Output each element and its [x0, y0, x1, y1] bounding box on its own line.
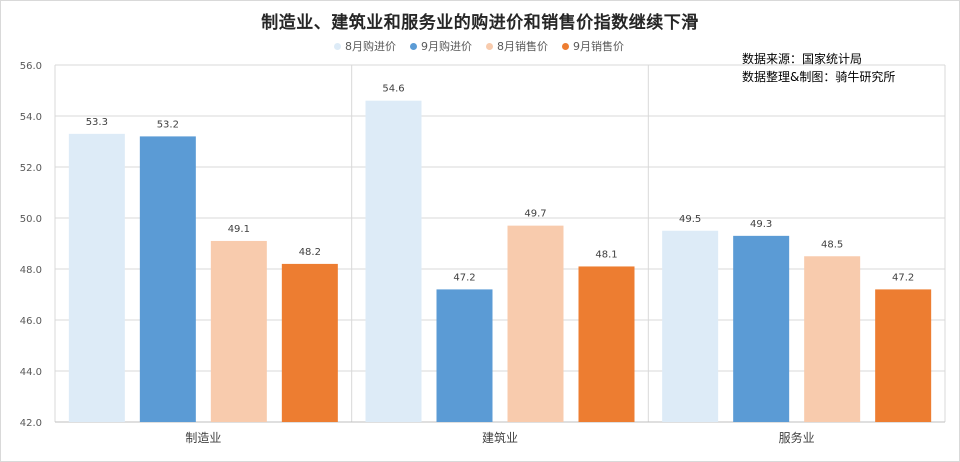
legend-item-sep-sales: 9月销售价: [562, 38, 624, 54]
legend-swatch-sep-sales: [562, 42, 569, 50]
data-label: 48.1: [595, 249, 617, 260]
data-label: 49.7: [524, 209, 546, 220]
source-line-1: 数据来源：国家统计局: [742, 52, 863, 66]
data-label: 54.6: [382, 84, 404, 95]
bar: [507, 225, 564, 422]
data-label: 49.3: [750, 219, 772, 230]
legend-swatch-aug-purchase: [334, 42, 341, 50]
y-tick-label: 44.0: [20, 367, 42, 378]
y-tick-label: 46.0: [20, 316, 42, 327]
bar: [733, 235, 790, 422]
source-note: 数据来源：国家统计局 数据整理&制图：骑牛研究所: [742, 50, 895, 86]
y-tick-label: 50.0: [20, 214, 42, 225]
data-label: 47.2: [892, 272, 914, 283]
legend-item-aug-purchase: 8月购进价: [334, 38, 396, 54]
y-tick-label: 56.0: [20, 61, 42, 72]
y-tick-label: 48.0: [20, 265, 42, 276]
y-tick-label: 52.0: [20, 163, 42, 174]
legend-label-sep-purchase: 9月购进价: [421, 40, 472, 53]
source-line-2: 数据整理&制图：骑牛研究所: [742, 70, 896, 84]
bar: [281, 263, 338, 422]
legend-label-sep-sales: 9月销售价: [573, 40, 624, 53]
legend: 8月购进价 9月购进价 8月销售价 9月销售价: [334, 38, 624, 54]
legend-swatch-sep-purchase: [410, 42, 417, 50]
x-tick-label: 建筑业: [482, 430, 518, 445]
data-label: 53.3: [86, 117, 108, 128]
bar: [210, 240, 267, 422]
data-label: 49.5: [679, 214, 701, 225]
data-label: 47.2: [453, 272, 475, 283]
bar: [139, 136, 196, 422]
bar: [662, 230, 719, 422]
legend-item-aug-sales: 8月销售价: [486, 38, 548, 54]
x-tick-label: 服务业: [779, 430, 815, 445]
bar: [875, 289, 932, 422]
legend-item-sep-purchase: 9月购进价: [410, 38, 472, 54]
bar: [68, 133, 125, 422]
bar: [436, 289, 493, 422]
x-tick-label: 制造业: [185, 431, 221, 445]
legend-label-aug-sales: 8月销售价: [497, 40, 548, 53]
legend-swatch-aug-sales: [486, 42, 493, 50]
data-label: 53.2: [157, 119, 179, 130]
data-label: 48.2: [299, 247, 321, 258]
chart-title: 制造业、建筑业和服务业的购进价和销售价指数继续下滑: [261, 13, 699, 33]
legend-label-aug-purchase: 8月购进价: [345, 40, 396, 53]
data-label: 49.1: [228, 224, 250, 235]
y-tick-label: 54.0: [20, 112, 42, 123]
bar: [804, 256, 861, 422]
data-label: 48.5: [821, 239, 843, 250]
bar: [578, 266, 635, 422]
y-tick-label: 42.0: [20, 418, 42, 429]
bar: [365, 100, 422, 422]
